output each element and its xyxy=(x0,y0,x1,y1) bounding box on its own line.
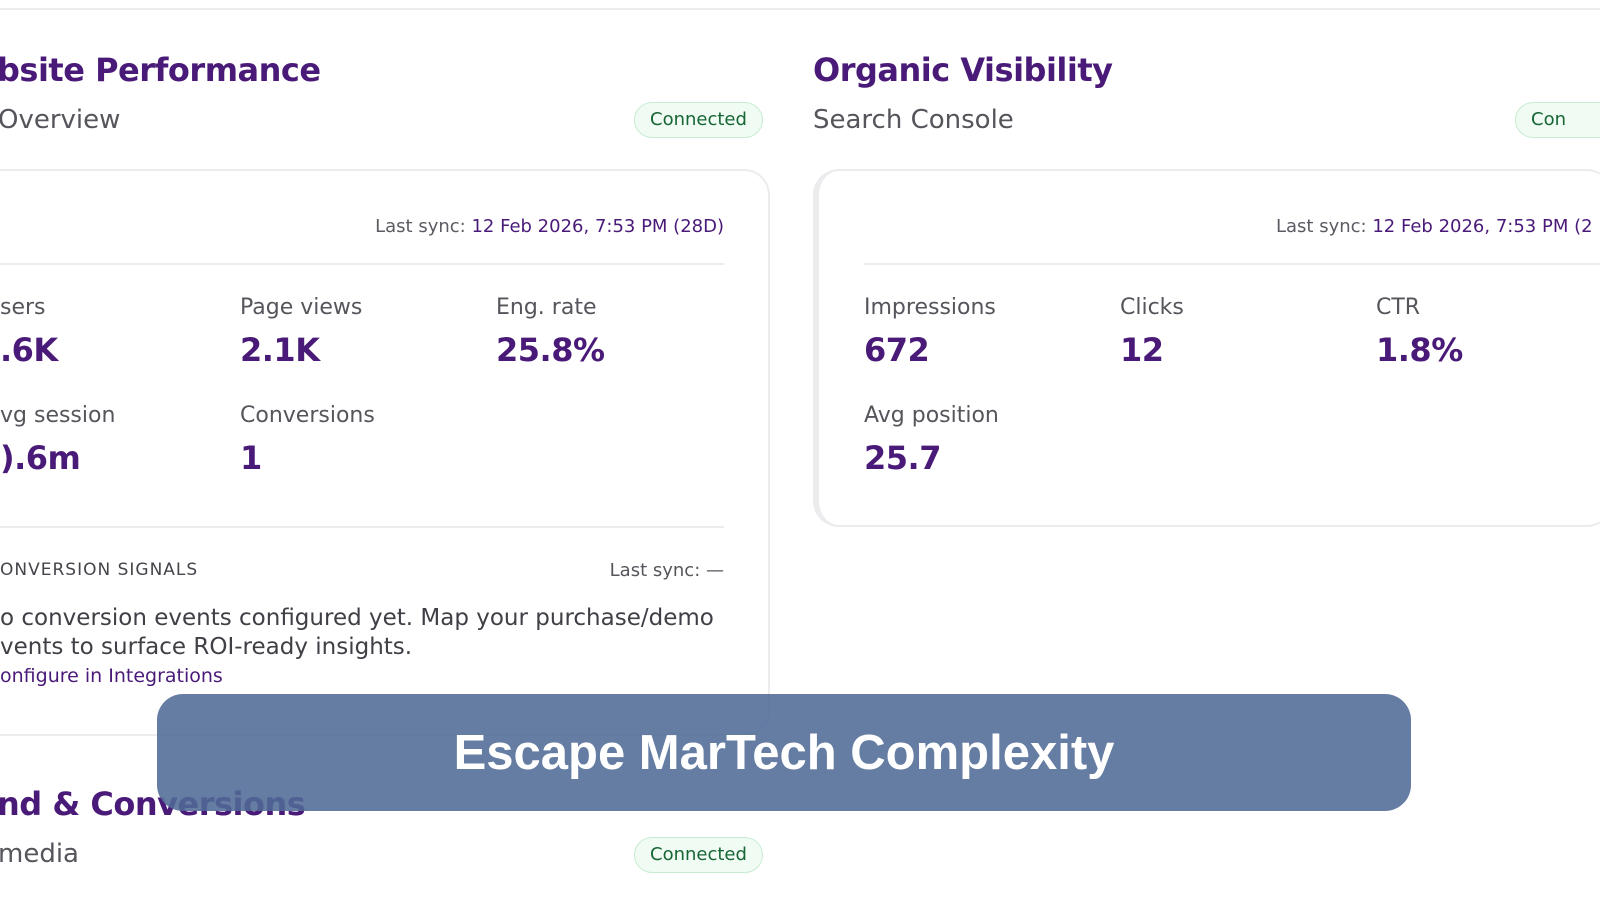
metric-ctr: CTR 1.8% xyxy=(1376,295,1463,369)
metric-label: Avg position xyxy=(864,403,999,428)
message-line: o conversion events configured yet. Map … xyxy=(0,605,714,631)
metric-clicks: Clicks 12 xyxy=(1120,295,1184,369)
message-line: vents to surface ROI-ready insights. xyxy=(0,634,413,660)
last-sync-label: Last sync: xyxy=(375,216,466,237)
metric-avg-position: Avg position 25.7 xyxy=(864,403,999,477)
metric-value: 25.7 xyxy=(864,439,941,477)
configure-integrations-link[interactable]: onfigure in Integrations xyxy=(0,665,223,687)
website-performance-title: bsite Performance xyxy=(0,51,321,89)
last-sync-search-console: Last sync: 12 Feb 2026, 7:53 PM (2 xyxy=(1276,216,1593,237)
last-sync-value: 12 Feb 2026, 7:53 PM (28D) xyxy=(471,216,724,237)
connected-badge-spend: Connected xyxy=(634,837,763,873)
spend-conversions-subtitle: media xyxy=(0,839,79,869)
metric-eng-rate: Eng. rate 25.8% xyxy=(496,295,605,369)
metric-label: Clicks xyxy=(1120,295,1184,320)
connected-badge-search-console: Con xyxy=(1515,102,1600,138)
website-performance-subtitle: Overview xyxy=(0,105,121,135)
metric-users: sers .6K xyxy=(0,295,58,369)
metric-value: 672 xyxy=(864,331,930,369)
metric-label: sers xyxy=(0,295,46,320)
card-divider xyxy=(0,263,724,265)
metric-value: ).6m xyxy=(0,439,81,477)
metric-value: 1.8% xyxy=(1376,331,1463,369)
metric-label: CTR xyxy=(1376,295,1421,320)
last-sync-website: Last sync: 12 Feb 2026, 7:53 PM (28D) xyxy=(375,216,724,237)
organic-visibility-title: Organic Visibility xyxy=(813,51,1113,89)
signals-divider xyxy=(0,526,724,528)
conversion-signals-message: o conversion events configured yet. Map … xyxy=(0,604,740,662)
website-performance-card: Last sync: 12 Feb 2026, 7:53 PM (28D) se… xyxy=(0,169,770,736)
metric-label: Page views xyxy=(240,295,363,320)
metric-value: 1 xyxy=(240,439,262,477)
metric-label: Eng. rate xyxy=(496,295,597,320)
metric-value: 2.1K xyxy=(240,331,320,369)
organic-visibility-subtitle: Search Console xyxy=(813,105,1014,135)
top-divider xyxy=(0,8,1600,10)
last-sync-value: 12 Feb 2026, 7:53 PM (2 xyxy=(1372,216,1593,237)
last-sync-label: Last sync: xyxy=(1276,216,1367,237)
conversion-signals-heading: ONVERSION SIGNALS xyxy=(0,560,199,580)
metric-label: Impressions xyxy=(864,295,996,320)
metric-label: Conversions xyxy=(240,403,375,428)
metric-impressions: Impressions 672 xyxy=(864,295,996,369)
caption-banner: Escape MarTech Complexity xyxy=(157,694,1411,811)
metric-page-views: Page views 2.1K xyxy=(240,295,362,369)
metric-avg-session: vg session ).6m xyxy=(0,403,115,477)
metric-value: .6K xyxy=(0,331,58,369)
conversion-signals-sync: Last sync: — xyxy=(609,560,724,581)
metric-value: 12 xyxy=(1120,331,1164,369)
caption-banner-text: Escape MarTech Complexity xyxy=(453,725,1115,780)
connected-badge-website: Connected xyxy=(634,102,763,138)
organic-visibility-card: Last sync: 12 Feb 2026, 7:53 PM (2 Impre… xyxy=(813,169,1600,527)
metric-conversions: Conversions 1 xyxy=(240,403,375,477)
card-divider xyxy=(864,263,1600,265)
metric-label: vg session xyxy=(0,403,116,428)
metric-value: 25.8% xyxy=(496,331,605,369)
